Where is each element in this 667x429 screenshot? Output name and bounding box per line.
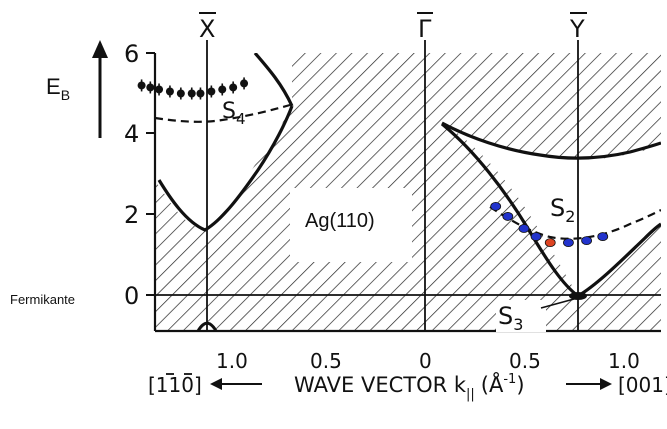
x-tick-label-center-0: 0: [419, 349, 432, 373]
energy-axis-label: EB: [46, 74, 70, 103]
data-point-s4: [146, 83, 155, 92]
right-arrow-icon: [600, 378, 612, 390]
svg-text:Y: Y: [569, 15, 585, 43]
material-label: Ag(110): [305, 210, 375, 232]
data-point-s4: [187, 89, 196, 98]
gap-region-x: [155, 53, 292, 229]
s3-pointer-line: [540, 298, 575, 309]
data-point-s2: [490, 201, 502, 211]
band-edge-y-lower: [440, 122, 661, 298]
data-point-s2: [597, 232, 609, 241]
symmetry-label-y: Y: [569, 12, 587, 43]
y-tick-label-2: 2: [124, 201, 139, 229]
left-arrow-icon: [210, 378, 222, 390]
dashed-curve-s4: [155, 103, 291, 123]
symmetry-label-x: X: [199, 12, 216, 43]
gap-region-y: [442, 122, 661, 296]
data-point-s2: [544, 238, 556, 248]
svg-text:X: X: [199, 15, 215, 43]
y-tick-label-4: 4: [124, 120, 139, 148]
plot-area: [155, 53, 661, 331]
y-tick-label-6: 6: [124, 40, 139, 68]
up-arrow-icon: [92, 40, 108, 58]
svg-text:[110]: [110]: [148, 373, 202, 397]
svg-text:Γ: Γ: [418, 15, 432, 43]
y-tick-label-0: 0: [124, 282, 139, 310]
data-point-s4: [207, 87, 216, 96]
data-points: [137, 77, 609, 248]
y-ticks: [146, 52, 155, 296]
data-point-s4: [155, 85, 164, 94]
data-point-s2: [518, 224, 530, 233]
data-point-s4: [218, 85, 227, 94]
band-edge-y-upper: [441, 121, 661, 160]
data-point-s4: [165, 87, 174, 96]
x-tick-label-right-0.5: 0.5: [509, 349, 541, 373]
data-point-s2: [530, 232, 542, 241]
label-s3: S3: [498, 302, 523, 334]
data-point-s2: [581, 236, 592, 245]
x-tick-label-left-0.5: 0.5: [310, 349, 342, 373]
svg-text:WAVE VECTOR k||(Å-1): WAVE VECTOR k|| (Å-1): [294, 371, 525, 402]
symmetry-label-gamma: Γ: [417, 12, 433, 43]
band-edge-x-bottom: [196, 321, 218, 331]
band-edge-x-upper: [253, 53, 294, 107]
label-s3-background: [496, 300, 546, 332]
data-point-s2: [502, 212, 514, 221]
data-point-s4: [240, 79, 249, 88]
data-point-s4: [229, 83, 238, 92]
x-axis-caption: [110] WAVE VECTOR k|| (Å-1) [001]: [148, 371, 667, 402]
s3-pocket-marker: [569, 292, 587, 300]
x-tick-label-left-1.0: 1.0: [216, 349, 248, 373]
label-s4: S4: [222, 99, 246, 128]
data-point-s2: [563, 238, 574, 248]
material-label-box: [290, 188, 412, 262]
data-point-s4: [196, 89, 205, 98]
band-edge-x-lower: [157, 105, 294, 232]
data-point-s4: [137, 81, 146, 90]
fermi-label: Fermikante: [10, 292, 75, 307]
svg-text:[001]: [001]: [618, 373, 667, 397]
x-tick-label-right-1.0: 1.0: [608, 349, 640, 373]
data-point-s4: [176, 89, 185, 98]
label-s2: S2: [550, 194, 575, 226]
